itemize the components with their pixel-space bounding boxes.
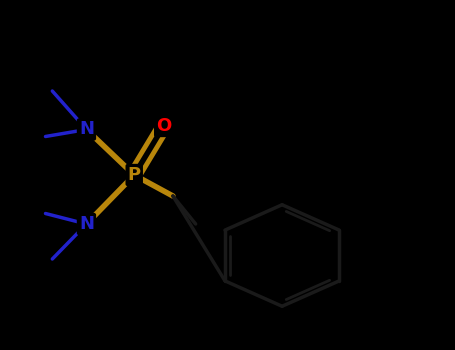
- Text: P: P: [128, 166, 141, 184]
- Text: N: N: [79, 120, 94, 139]
- Text: N: N: [79, 215, 94, 233]
- Text: O: O: [156, 117, 172, 135]
